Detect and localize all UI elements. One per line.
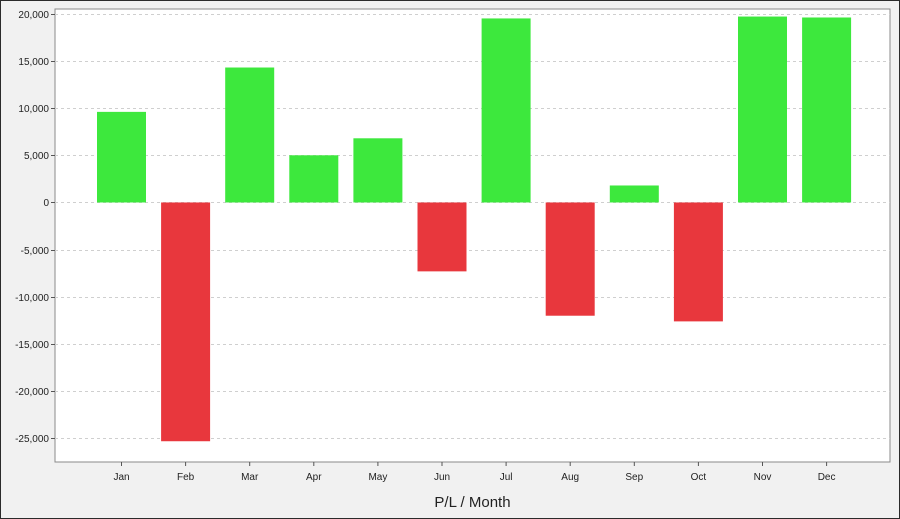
y-tick-label: 5,000	[24, 151, 49, 162]
y-tick-label: 10,000	[18, 104, 49, 115]
bar-feb	[161, 202, 211, 442]
x-tick-label: Jan	[113, 472, 129, 483]
bar-jan	[97, 111, 146, 203]
y-tick-label: 0	[43, 198, 49, 209]
x-axis-ticks: Jan Feb Mar Apr May Jun Jul Aug Sep Oct Nov Dec	[113, 462, 835, 483]
x-axis-title: P/L / Month	[434, 494, 510, 511]
x-tick-label: Sep	[625, 472, 643, 483]
bar-dec	[802, 17, 852, 203]
x-tick-label: Feb	[177, 472, 195, 483]
x-tick-label: Jun	[434, 472, 450, 483]
x-tick-label: Nov	[754, 472, 772, 483]
bar-aug	[545, 202, 595, 316]
bar-apr	[289, 155, 339, 203]
y-tick-label: -15,000	[15, 340, 49, 351]
x-tick-label: May	[368, 472, 387, 483]
y-tick-label: -10,000	[15, 293, 49, 304]
y-tick-label: 20,000	[18, 10, 49, 21]
y-tick-label: -20,000	[15, 387, 49, 398]
x-tick-label: Jul	[500, 472, 513, 483]
bar-nov	[738, 16, 787, 203]
bars	[97, 16, 852, 442]
bar-jun	[417, 202, 467, 272]
bar-jul	[481, 18, 531, 203]
x-tick-label: Dec	[818, 472, 836, 483]
bar-may	[353, 138, 403, 203]
bar-sep	[609, 185, 659, 203]
bar-oct	[673, 202, 723, 322]
x-tick-label: Oct	[691, 472, 707, 483]
y-tick-label: -25,000	[15, 434, 49, 445]
bar-mar	[225, 67, 275, 203]
x-tick-label: Mar	[241, 472, 259, 483]
y-axis-ticks: 20,000 15,000 10,000 5,000 0 -5,000 -10,000 -15…	[15, 10, 55, 445]
y-tick-label: -5,000	[21, 246, 50, 257]
x-tick-label: Aug	[561, 472, 579, 483]
x-tick-label: Apr	[306, 472, 322, 483]
y-tick-label: 15,000	[18, 57, 49, 68]
